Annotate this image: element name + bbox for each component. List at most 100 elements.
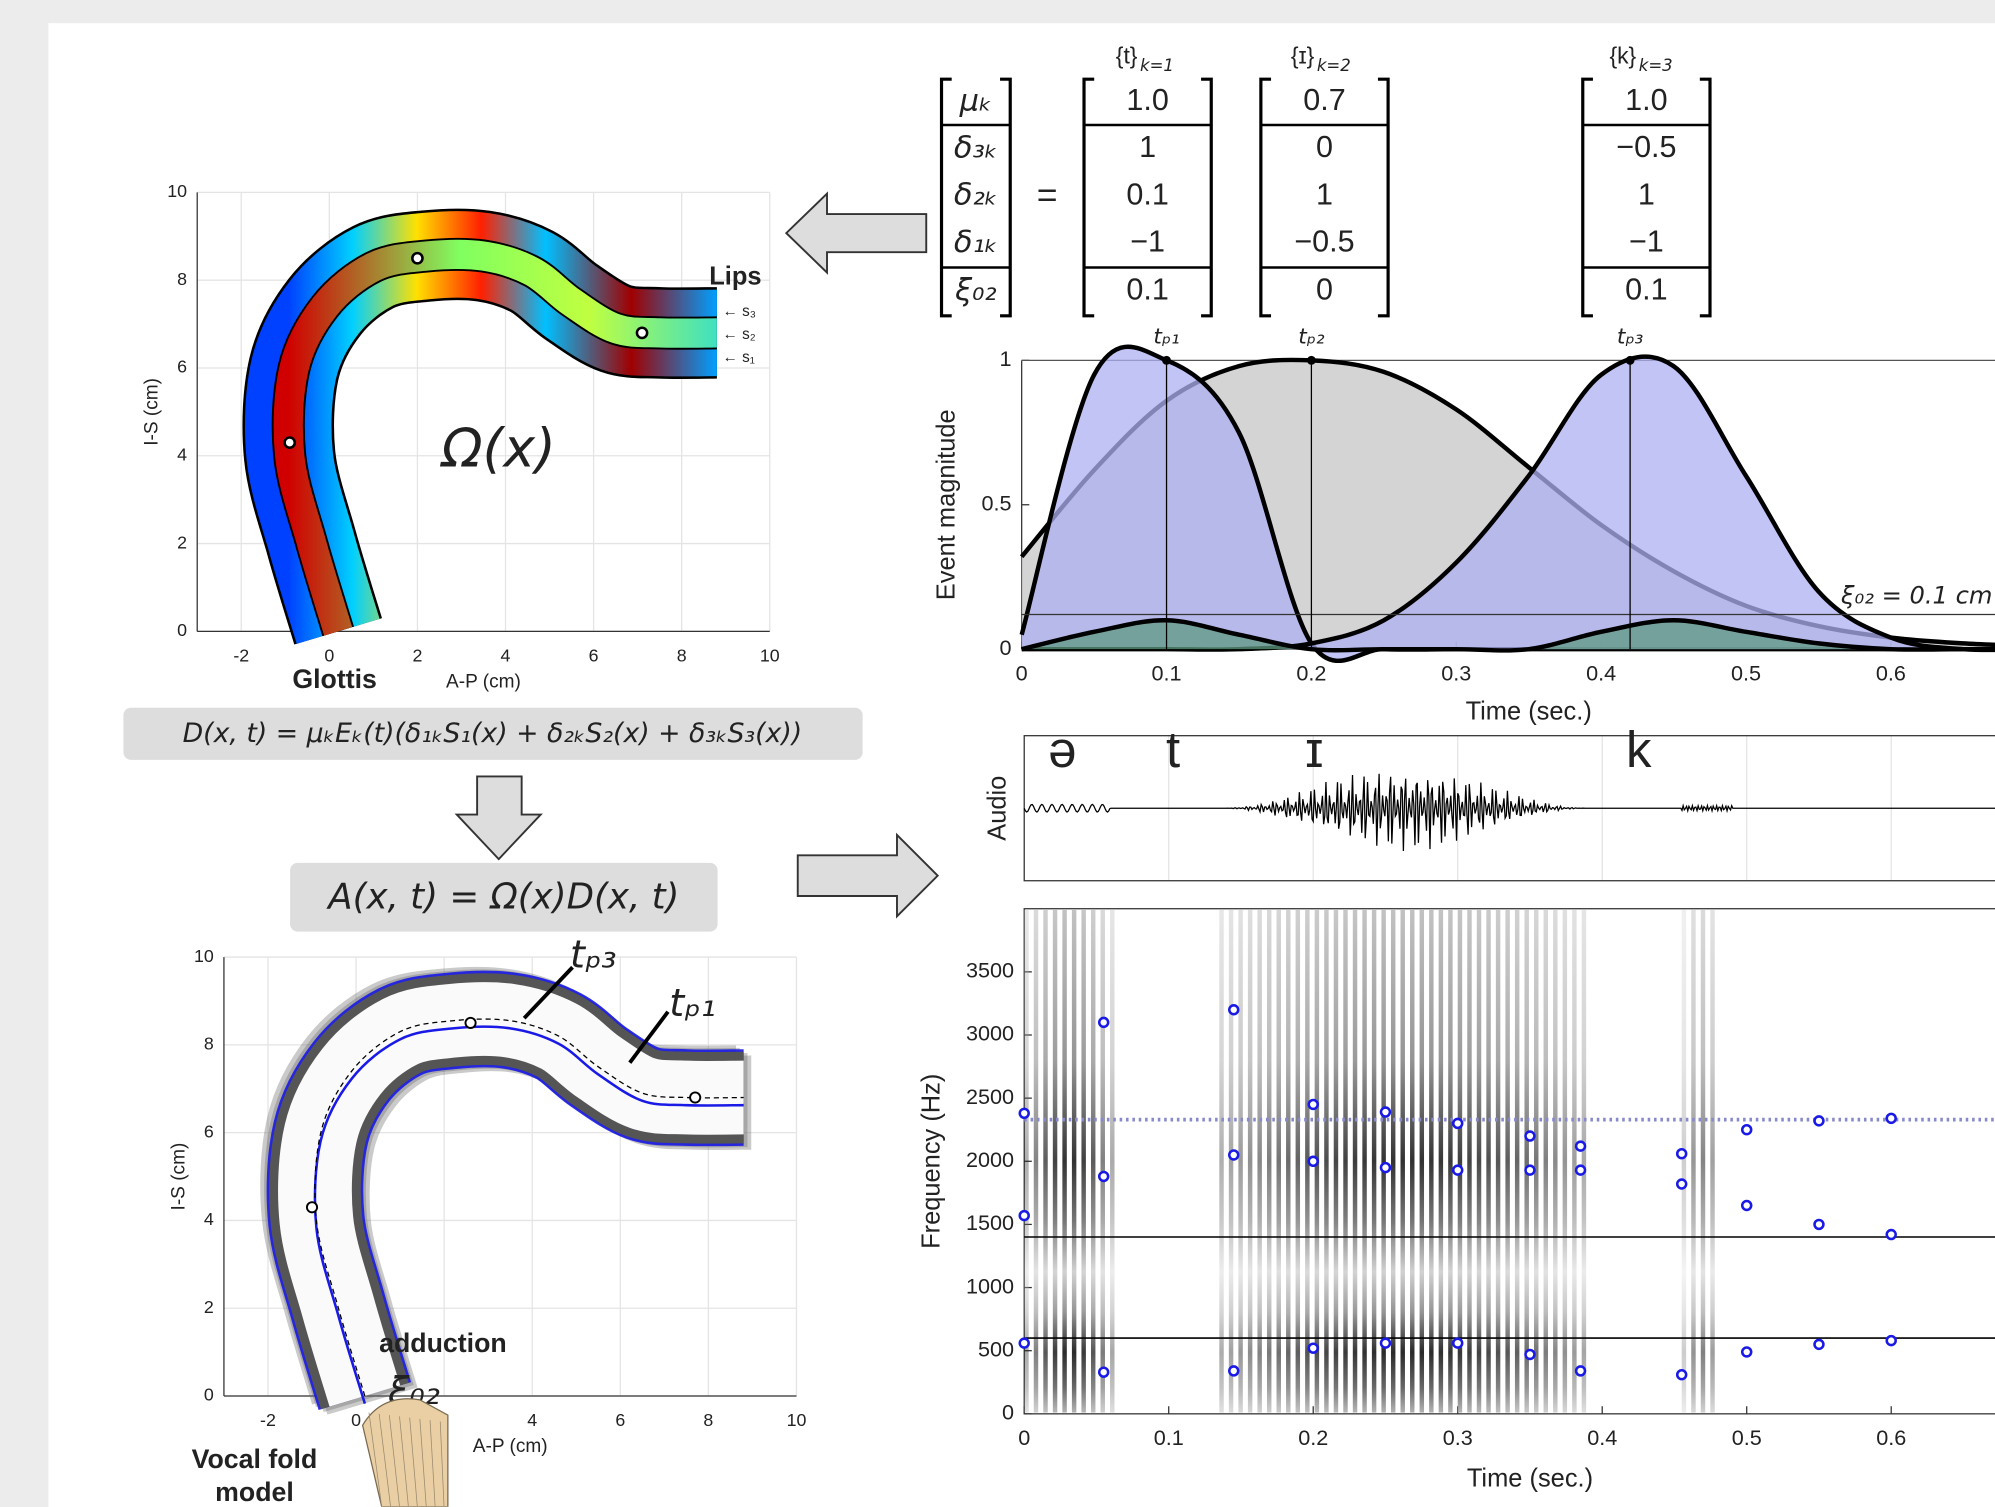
centerline bbox=[314, 1018, 744, 1397]
x-tick-label: 0.1 bbox=[1152, 660, 1182, 685]
vocal-fold-label: Vocal fold bbox=[192, 1444, 318, 1474]
spectrogram-stripe bbox=[1381, 909, 1386, 1413]
formant-point bbox=[1675, 1147, 1688, 1160]
control-point bbox=[283, 436, 297, 449]
y-tick-label: 2000 bbox=[966, 1147, 1014, 1172]
formant-point bbox=[1379, 1161, 1392, 1174]
x-tick-label: 0.2 bbox=[1298, 1425, 1328, 1450]
y-tick-label: 3000 bbox=[966, 1021, 1014, 1046]
row-label: ξ₀₂ bbox=[954, 273, 996, 308]
mesh-line bbox=[409, 1417, 418, 1507]
spectrogram-stripe bbox=[1062, 909, 1067, 1413]
y-tick-label: 2 bbox=[204, 1297, 214, 1317]
row-label: δ₂ₖ bbox=[954, 178, 998, 213]
formant-point bbox=[1740, 1123, 1753, 1136]
formant-point bbox=[1524, 1164, 1536, 1176]
formant-point bbox=[1574, 1164, 1587, 1176]
x-tick-label: 0.5 bbox=[1732, 1425, 1762, 1450]
spectrogram-stripe bbox=[1110, 909, 1115, 1413]
peak-marker bbox=[1306, 355, 1316, 365]
y-tick-label: 4 bbox=[177, 444, 187, 464]
y-tick-label: 1 bbox=[999, 346, 1011, 371]
control-point bbox=[635, 326, 649, 340]
spectrogram-stripe bbox=[1700, 909, 1706, 1413]
y-tick-label: 0.5 bbox=[981, 490, 1011, 515]
spectrogram-stripe bbox=[1562, 909, 1568, 1413]
matrix-cell: 1 bbox=[1316, 177, 1333, 211]
y-tick-label: 6 bbox=[204, 1121, 214, 1141]
formant-point bbox=[1228, 1004, 1240, 1016]
y-tick-label: 2500 bbox=[966, 1084, 1014, 1109]
mesh-line bbox=[419, 1418, 427, 1507]
segment-label: ɪ bbox=[1305, 721, 1323, 778]
control-point bbox=[464, 1016, 477, 1029]
spectrogram-stripe bbox=[1247, 909, 1253, 1413]
formant-point bbox=[1097, 1170, 1110, 1183]
matrix-cell: 0.7 bbox=[1303, 83, 1345, 117]
threshold-label: ξ₀₂ = 0.1 cm bbox=[1840, 582, 1992, 610]
spectrogram-stripe bbox=[1324, 909, 1329, 1413]
y-axis-label: Frequency (Hz) bbox=[917, 1074, 945, 1249]
y-axis-label: I-S (cm) bbox=[168, 1143, 189, 1211]
spectrogram-stripe bbox=[1514, 909, 1520, 1413]
spectrogram-stripe bbox=[1448, 909, 1453, 1413]
mesh-line bbox=[429, 1420, 436, 1507]
adduction-label: adduction bbox=[379, 1328, 507, 1358]
spectrogram-stripe bbox=[1524, 909, 1529, 1413]
control-point bbox=[305, 1201, 319, 1214]
matrix-cell: −1 bbox=[1130, 224, 1165, 258]
spectrogram-stripe bbox=[1553, 909, 1558, 1413]
formant-point bbox=[1379, 1337, 1392, 1349]
y-tick-label: 4 bbox=[204, 1209, 214, 1229]
spectrogram-stripe bbox=[1052, 909, 1058, 1413]
spectrogram-stripe bbox=[1266, 909, 1272, 1413]
control-point bbox=[411, 251, 424, 265]
mesh-line bbox=[439, 1421, 445, 1507]
matrix-cell: −0.5 bbox=[1616, 130, 1676, 164]
spectrogram-stripe bbox=[1295, 909, 1301, 1413]
formant-point bbox=[1451, 1337, 1464, 1349]
x-tick-label: 8 bbox=[703, 1410, 713, 1430]
spectrogram-stripe bbox=[1419, 909, 1425, 1413]
tract-band bbox=[273, 239, 717, 636]
x-tick-label: 6 bbox=[615, 1410, 625, 1430]
matrix-cell: 1.0 bbox=[1126, 83, 1168, 117]
column-header: {t} bbox=[1116, 43, 1138, 69]
tp1-label: tₚ₁ bbox=[669, 981, 716, 1025]
spectrogram-stripe bbox=[1343, 909, 1348, 1413]
equals-sign: = bbox=[1037, 175, 1058, 215]
x-tick-label: 0 bbox=[1016, 660, 1028, 685]
y-tick-label: 8 bbox=[177, 269, 187, 289]
event-area bbox=[1021, 346, 1995, 661]
matrix-cell: 0 bbox=[1316, 130, 1333, 164]
arrow-down bbox=[454, 775, 543, 861]
matrix-bracket bbox=[1581, 77, 1712, 318]
event-curve bbox=[1021, 354, 1995, 653]
matrix-cell: 0.1 bbox=[1126, 273, 1168, 307]
spectrogram-stripe bbox=[1257, 909, 1262, 1413]
pointer bbox=[628, 1010, 670, 1064]
x-tick-label: 0.2 bbox=[1296, 660, 1326, 685]
x-tick-label: 0.5 bbox=[1731, 660, 1761, 685]
spectrogram-stripe bbox=[1043, 909, 1048, 1413]
spectrogram-stripe bbox=[1238, 909, 1243, 1413]
y-axis-label: Audio bbox=[983, 776, 1011, 841]
mesh-line bbox=[388, 1415, 400, 1507]
y-tick-label: 1500 bbox=[966, 1210, 1014, 1235]
spectrogram-stripe bbox=[1228, 909, 1234, 1413]
matrix-cell: −1 bbox=[1629, 224, 1664, 258]
spectrogram-stripe bbox=[1429, 909, 1434, 1413]
formant-point bbox=[1524, 1348, 1536, 1361]
matrix-cell: 1 bbox=[1638, 177, 1655, 211]
x-tick-label: -2 bbox=[260, 1410, 276, 1430]
x-axis-label: Time (sec.) bbox=[1466, 698, 1592, 726]
formant-point bbox=[1813, 1218, 1825, 1231]
row-label: μₖ bbox=[959, 84, 992, 119]
segment-label: k bbox=[1626, 721, 1652, 778]
x-tick-label: 0.3 bbox=[1441, 660, 1471, 685]
formant-point bbox=[1018, 1107, 1030, 1120]
omega-label: Ω(x) bbox=[440, 417, 556, 480]
spectrogram-stripe bbox=[1691, 909, 1696, 1413]
spectrogram-stripe bbox=[1457, 909, 1463, 1413]
